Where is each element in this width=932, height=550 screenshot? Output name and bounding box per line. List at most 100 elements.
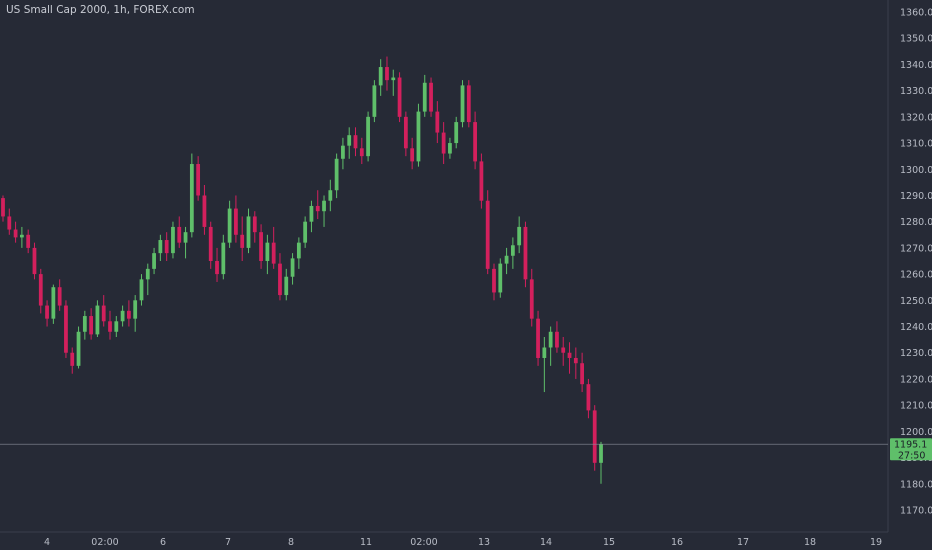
candle-down [435,111,440,133]
y-tick-label: 1270.0 [900,243,932,254]
candle-down [580,363,585,385]
candle-up [504,255,509,264]
candle-down [259,232,263,261]
candle-down [1,198,5,217]
candle-down [208,226,213,261]
candle-up [498,263,503,293]
candle-down [108,321,112,332]
y-tick-label: 1210.0 [900,401,932,412]
candle-up [120,310,125,322]
candle-down [555,331,559,348]
candle-up [322,200,326,212]
candle-down [567,352,572,358]
candle-up [189,164,194,233]
candle-down [410,148,415,162]
x-tick-label: 13 [478,537,490,548]
candle-down [403,116,408,149]
candle-down [359,148,364,157]
last-price-tag [890,438,932,461]
candle-up [460,85,465,123]
x-tick-label: 17 [737,537,749,548]
y-tick-label: 1300.0 [900,165,932,176]
candle-down [473,122,477,162]
candle-up [51,287,56,319]
candle-up [152,253,156,269]
candle-up [548,331,553,348]
candle-down [536,318,540,358]
candle-down [573,357,578,364]
x-tick-label: 6 [160,537,166,548]
candle-down [45,305,49,319]
candle-up [158,240,163,254]
candle-up [341,145,345,159]
candle-down [177,226,182,243]
candle-down [215,261,219,275]
y-tick-label: 1290.0 [900,191,932,202]
candle-down [278,263,282,296]
candle-up [366,116,370,157]
candle-down [592,410,597,463]
y-tick-label: 1260.0 [900,270,932,281]
y-tick-label: 1230.0 [900,348,932,359]
candle-up [599,444,603,463]
x-axis-ticks: 4 02:00 6 7 8 11 02:00 13 14 15 16 17 18 19 [44,537,882,548]
candle-up [448,143,452,154]
y-tick-label: 1360.0 [900,8,932,19]
x-tick-label: 4 [44,537,50,548]
y-tick-label: 1250.0 [900,296,932,307]
candle-down [38,274,43,306]
candle-up [303,221,308,243]
y-tick-label: 1240.0 [900,322,932,333]
candle-up [372,85,377,117]
candle-down [240,234,245,248]
y-tick-label: 1180.0 [900,479,932,490]
candle-down [529,279,534,319]
candle-down [57,287,62,306]
candle-up [416,111,421,162]
chart-title: US Small Cap 2000, 1h, FOREX.com [6,4,195,16]
candle-up [284,276,289,296]
candles-layer [1,56,603,484]
candle-down [315,205,320,212]
candle-up [309,205,314,222]
candle-down [523,226,528,280]
candle-down [101,305,106,322]
candle-up [517,226,522,246]
candle-down [479,161,484,201]
candle-down [234,208,238,235]
candle-up [422,82,427,112]
candle-up [290,258,295,277]
candle-up [246,216,251,248]
candle-down [26,234,31,248]
candle-up [221,242,226,275]
candle-down [561,347,566,353]
candle-down [397,77,402,117]
candle-down [32,247,37,275]
candle-down [7,216,12,230]
candle-down [441,132,446,154]
x-tick-label: 15 [603,537,615,548]
candle-up [347,135,352,146]
candle-down [13,229,18,238]
x-tick-label: 02:00 [410,537,437,548]
candle-up [183,232,188,243]
candle-down [485,200,490,269]
candle-down [466,85,471,123]
candle-down [202,195,207,227]
candle-down [252,216,257,233]
y-tick-label: 1350.0 [900,34,932,45]
candle-up [334,158,339,191]
candle-up [296,242,301,259]
candle-down [385,67,389,81]
y-tick-label: 1280.0 [900,217,932,228]
candle-up [114,321,119,332]
y-tick-label: 1310.0 [900,139,932,150]
candle-up [328,190,333,201]
candle-up [510,245,515,256]
x-tick-label: 16 [671,537,683,548]
candle-up [454,122,459,144]
candle-up [378,67,383,86]
candle-down [64,305,68,353]
